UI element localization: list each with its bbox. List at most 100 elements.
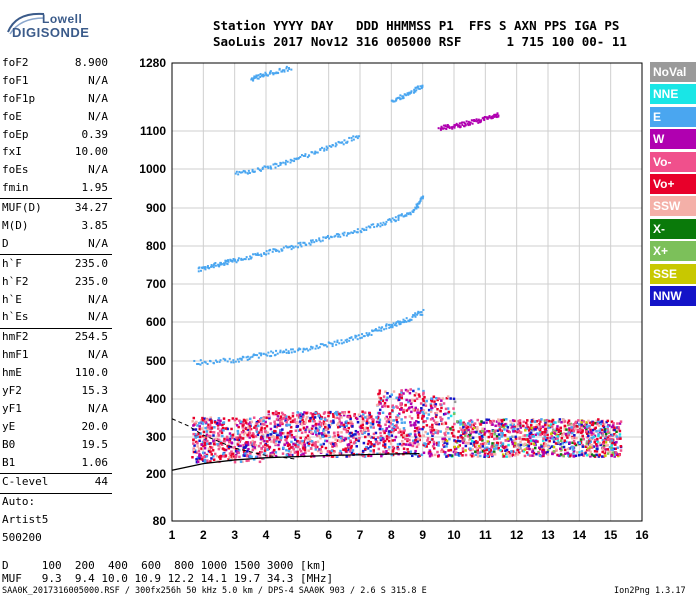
echo-point <box>580 450 584 453</box>
echo-point <box>596 439 599 443</box>
echo-point <box>481 442 485 446</box>
trace-point <box>210 264 213 267</box>
trace-point <box>496 112 499 115</box>
echo-point <box>292 442 295 446</box>
echo-point <box>556 427 559 431</box>
echo-point <box>550 425 554 428</box>
echo-point <box>418 454 421 458</box>
echo-point <box>255 427 258 430</box>
echo-point <box>545 421 549 425</box>
trace-point <box>399 322 402 325</box>
trace-point <box>385 327 388 330</box>
echo-point <box>324 446 328 450</box>
echo-point <box>417 393 421 396</box>
echo-point <box>368 416 371 420</box>
echo-point <box>260 436 263 439</box>
echo-point <box>325 439 329 443</box>
echo-point <box>488 450 491 454</box>
echo-point <box>610 420 614 423</box>
param-name: B1 <box>2 455 16 469</box>
echo-point <box>441 440 445 443</box>
echo-point <box>464 441 468 444</box>
trace-point <box>331 345 334 348</box>
echo-point <box>203 444 207 447</box>
echo-point <box>464 453 468 457</box>
echo-point <box>500 435 503 438</box>
trace-point <box>402 318 405 321</box>
echo-point <box>346 443 350 447</box>
echo-point <box>400 396 403 400</box>
echo-point <box>612 424 615 427</box>
trace-point <box>497 115 500 118</box>
echo-point <box>241 437 245 440</box>
trace-point <box>378 329 381 332</box>
echo-point <box>193 450 197 454</box>
echo-point <box>509 423 512 427</box>
legend-item-sse: SSE <box>650 263 696 284</box>
echo-point <box>292 447 295 451</box>
echo-point <box>588 453 591 456</box>
echo-point <box>395 396 398 400</box>
trace-point <box>289 158 292 161</box>
echo-point <box>570 424 574 427</box>
echo-point <box>428 449 432 452</box>
echo-point <box>400 406 403 410</box>
echo-point <box>382 429 385 433</box>
echo-point <box>510 450 513 453</box>
trace-point <box>368 333 371 336</box>
echo-point <box>327 414 330 418</box>
echo-point <box>431 438 434 441</box>
trace-point <box>398 323 401 326</box>
trace-point <box>450 126 453 129</box>
echo-point <box>542 444 545 448</box>
echo-point <box>422 393 425 396</box>
trace-point <box>204 361 207 364</box>
trace-point <box>342 234 345 237</box>
echo-point <box>522 434 525 438</box>
trace-point <box>452 125 455 128</box>
echo-point <box>456 420 459 423</box>
echo-point <box>324 439 327 443</box>
trace-point <box>402 321 405 324</box>
trace-point <box>284 161 287 164</box>
param-row: fmin 1.95 <box>0 179 112 197</box>
echo-point <box>198 422 201 425</box>
trace-point <box>257 77 260 80</box>
trace-point <box>256 252 259 255</box>
echo-point <box>268 455 272 458</box>
echo-point <box>336 433 340 437</box>
legend-item-ssw: SSW <box>650 196 696 217</box>
echo-point <box>450 432 454 435</box>
echo-point <box>374 440 378 444</box>
echo-point <box>293 420 296 424</box>
echo-point <box>231 417 235 420</box>
echo-point <box>542 454 545 458</box>
echo-point <box>408 415 412 418</box>
echo-point <box>472 423 476 427</box>
echo-point <box>314 441 318 444</box>
echo-point <box>246 428 250 431</box>
echo-point <box>517 446 521 449</box>
trace-point <box>443 127 446 130</box>
trace-point <box>260 354 263 357</box>
echo-point <box>264 420 267 424</box>
echo-point <box>421 397 425 401</box>
echo-point <box>396 420 399 424</box>
echo-point <box>490 450 493 454</box>
echo-point <box>431 426 434 429</box>
echo-point <box>387 432 391 436</box>
echo-point <box>487 442 491 445</box>
echo-point <box>570 446 573 449</box>
echo-point <box>582 420 586 423</box>
echo-point <box>382 440 386 444</box>
trace-point <box>198 266 201 269</box>
echo-point <box>308 430 311 434</box>
echo-point <box>323 425 327 429</box>
trace-point <box>201 362 204 365</box>
trace-point <box>392 322 395 325</box>
clevel-row: C-level 44 <box>0 473 112 491</box>
param-row: foEp 0.39 <box>0 126 112 144</box>
echo-point <box>483 431 487 434</box>
echo-point <box>441 437 444 441</box>
echo-point <box>313 444 317 447</box>
